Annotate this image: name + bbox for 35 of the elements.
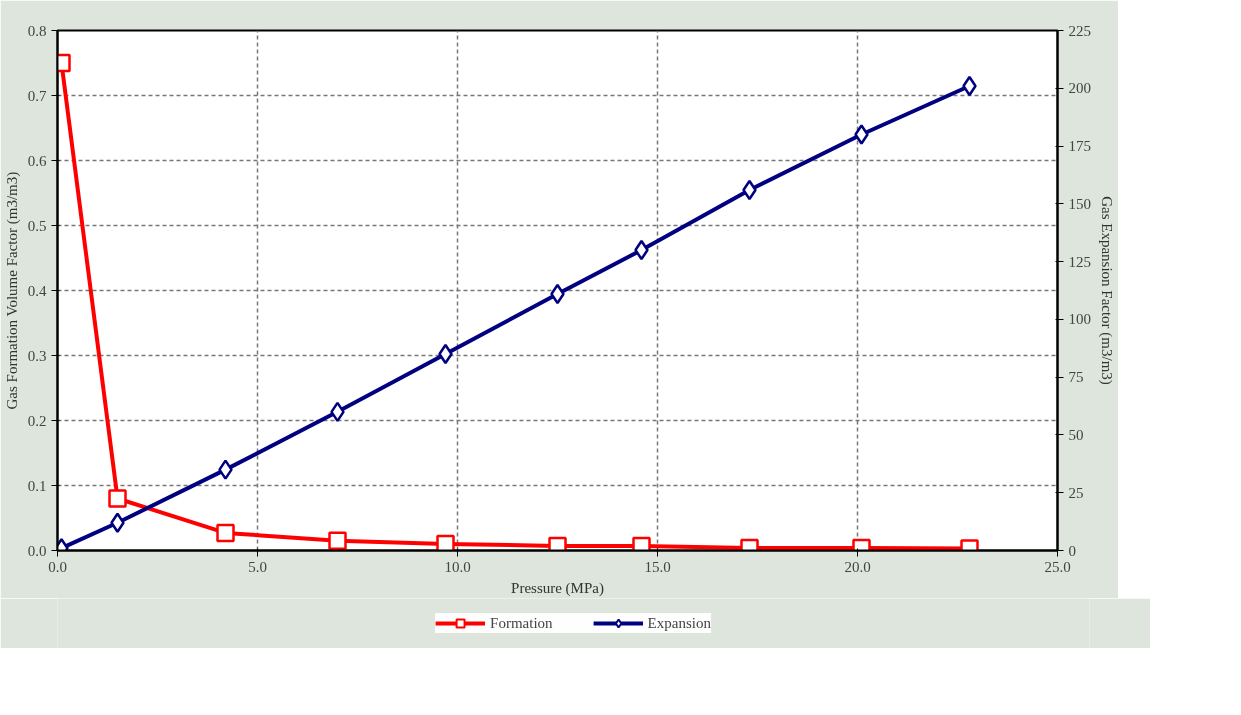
point [548,536,567,551]
x-tick-label: 20.0 [844,558,871,575]
y2-tick-label: 25 [1068,484,1084,501]
point [436,534,455,551]
y2-tick-label: 0 [1068,542,1076,559]
legend-label: Expansion [647,614,711,632]
point [218,459,233,480]
x-tick-label: 0.0 [48,558,67,575]
y-tick-label: 0.0 [27,542,47,559]
y-tick-label: 0.1 [27,477,47,494]
point [632,536,651,551]
y-tick-label: 0.3 [27,347,47,364]
y-tick-label: 0.7 [27,87,47,104]
y-tick-label: 0.4 [27,282,47,299]
y-tick-label: 0.5 [27,217,47,234]
legend-label: Formation [490,614,553,632]
y2-tick-label: 225 [1068,22,1091,39]
y2-tick-label: 200 [1068,80,1091,97]
x-tick-label: 15.0 [644,558,671,575]
y-axis-title: Gas Formation Volume Factor (m3/m3) [3,171,21,410]
x-axis-title: Pressure (MPa) [511,579,604,597]
y2-tick-label: 75 [1068,369,1084,386]
y-tick-label: 0.8 [27,22,47,39]
y2-tick-label: 150 [1068,195,1091,212]
y2-tick-label: 175 [1068,138,1091,155]
y-tick-label: 0.2 [27,412,47,429]
y2-axis-title: Gas Expansion Factor (m3/m3) [1098,196,1115,385]
x-tick-label: 25.0 [1044,558,1071,575]
x-tick-label: 5.0 [248,558,267,575]
x-tick-label: 10.0 [444,558,471,575]
y2-tick-label: 100 [1068,311,1091,328]
y2-tick-label: 50 [1068,426,1084,443]
y2-tick-label: 125 [1068,253,1091,270]
point [854,124,869,145]
y-tick-label: 0.6 [27,152,47,169]
